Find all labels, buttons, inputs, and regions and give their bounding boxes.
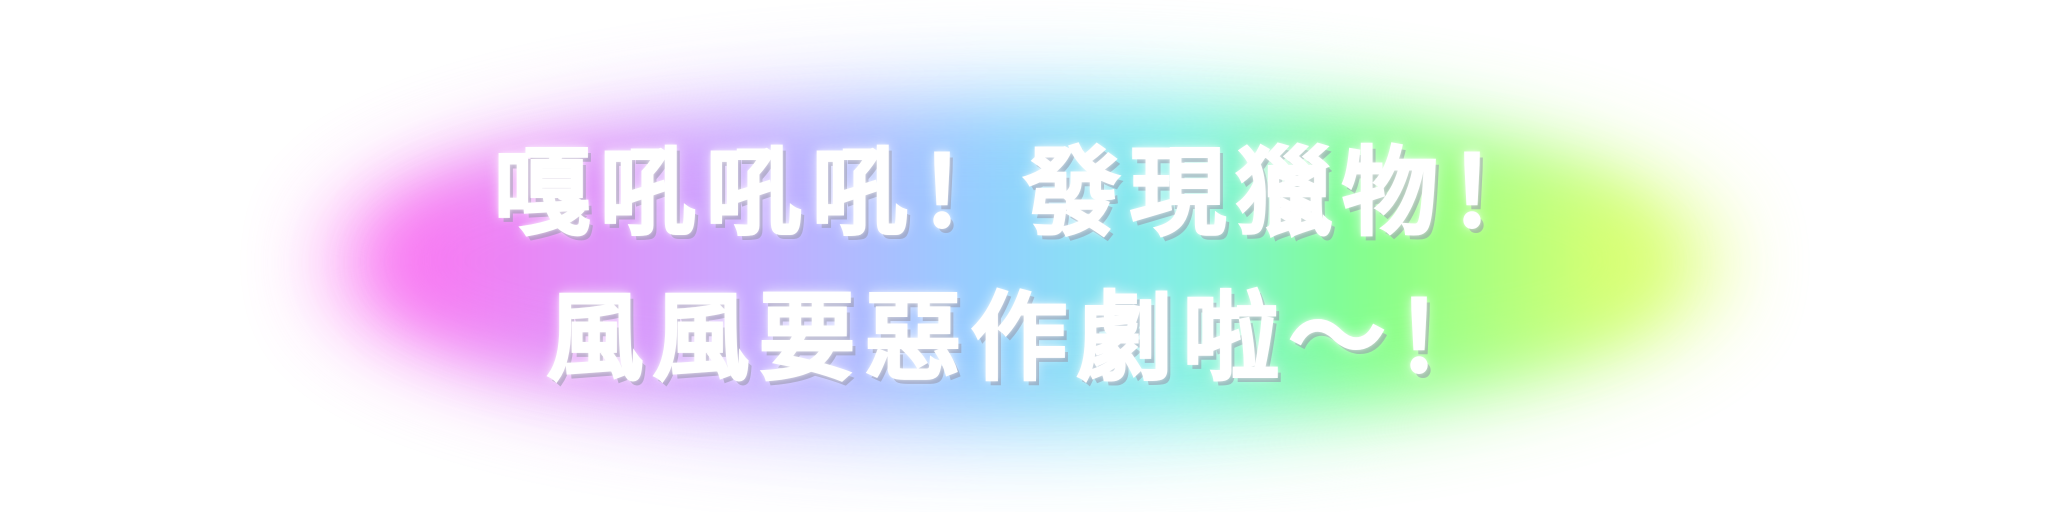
banner-line-1: 嘎吼吼吼！發現獵物！: [493, 137, 1554, 249]
rainbow-glow-core: [390, 130, 1650, 390]
banner-line-2: 風風要惡作劇啦～！: [546, 282, 1501, 394]
